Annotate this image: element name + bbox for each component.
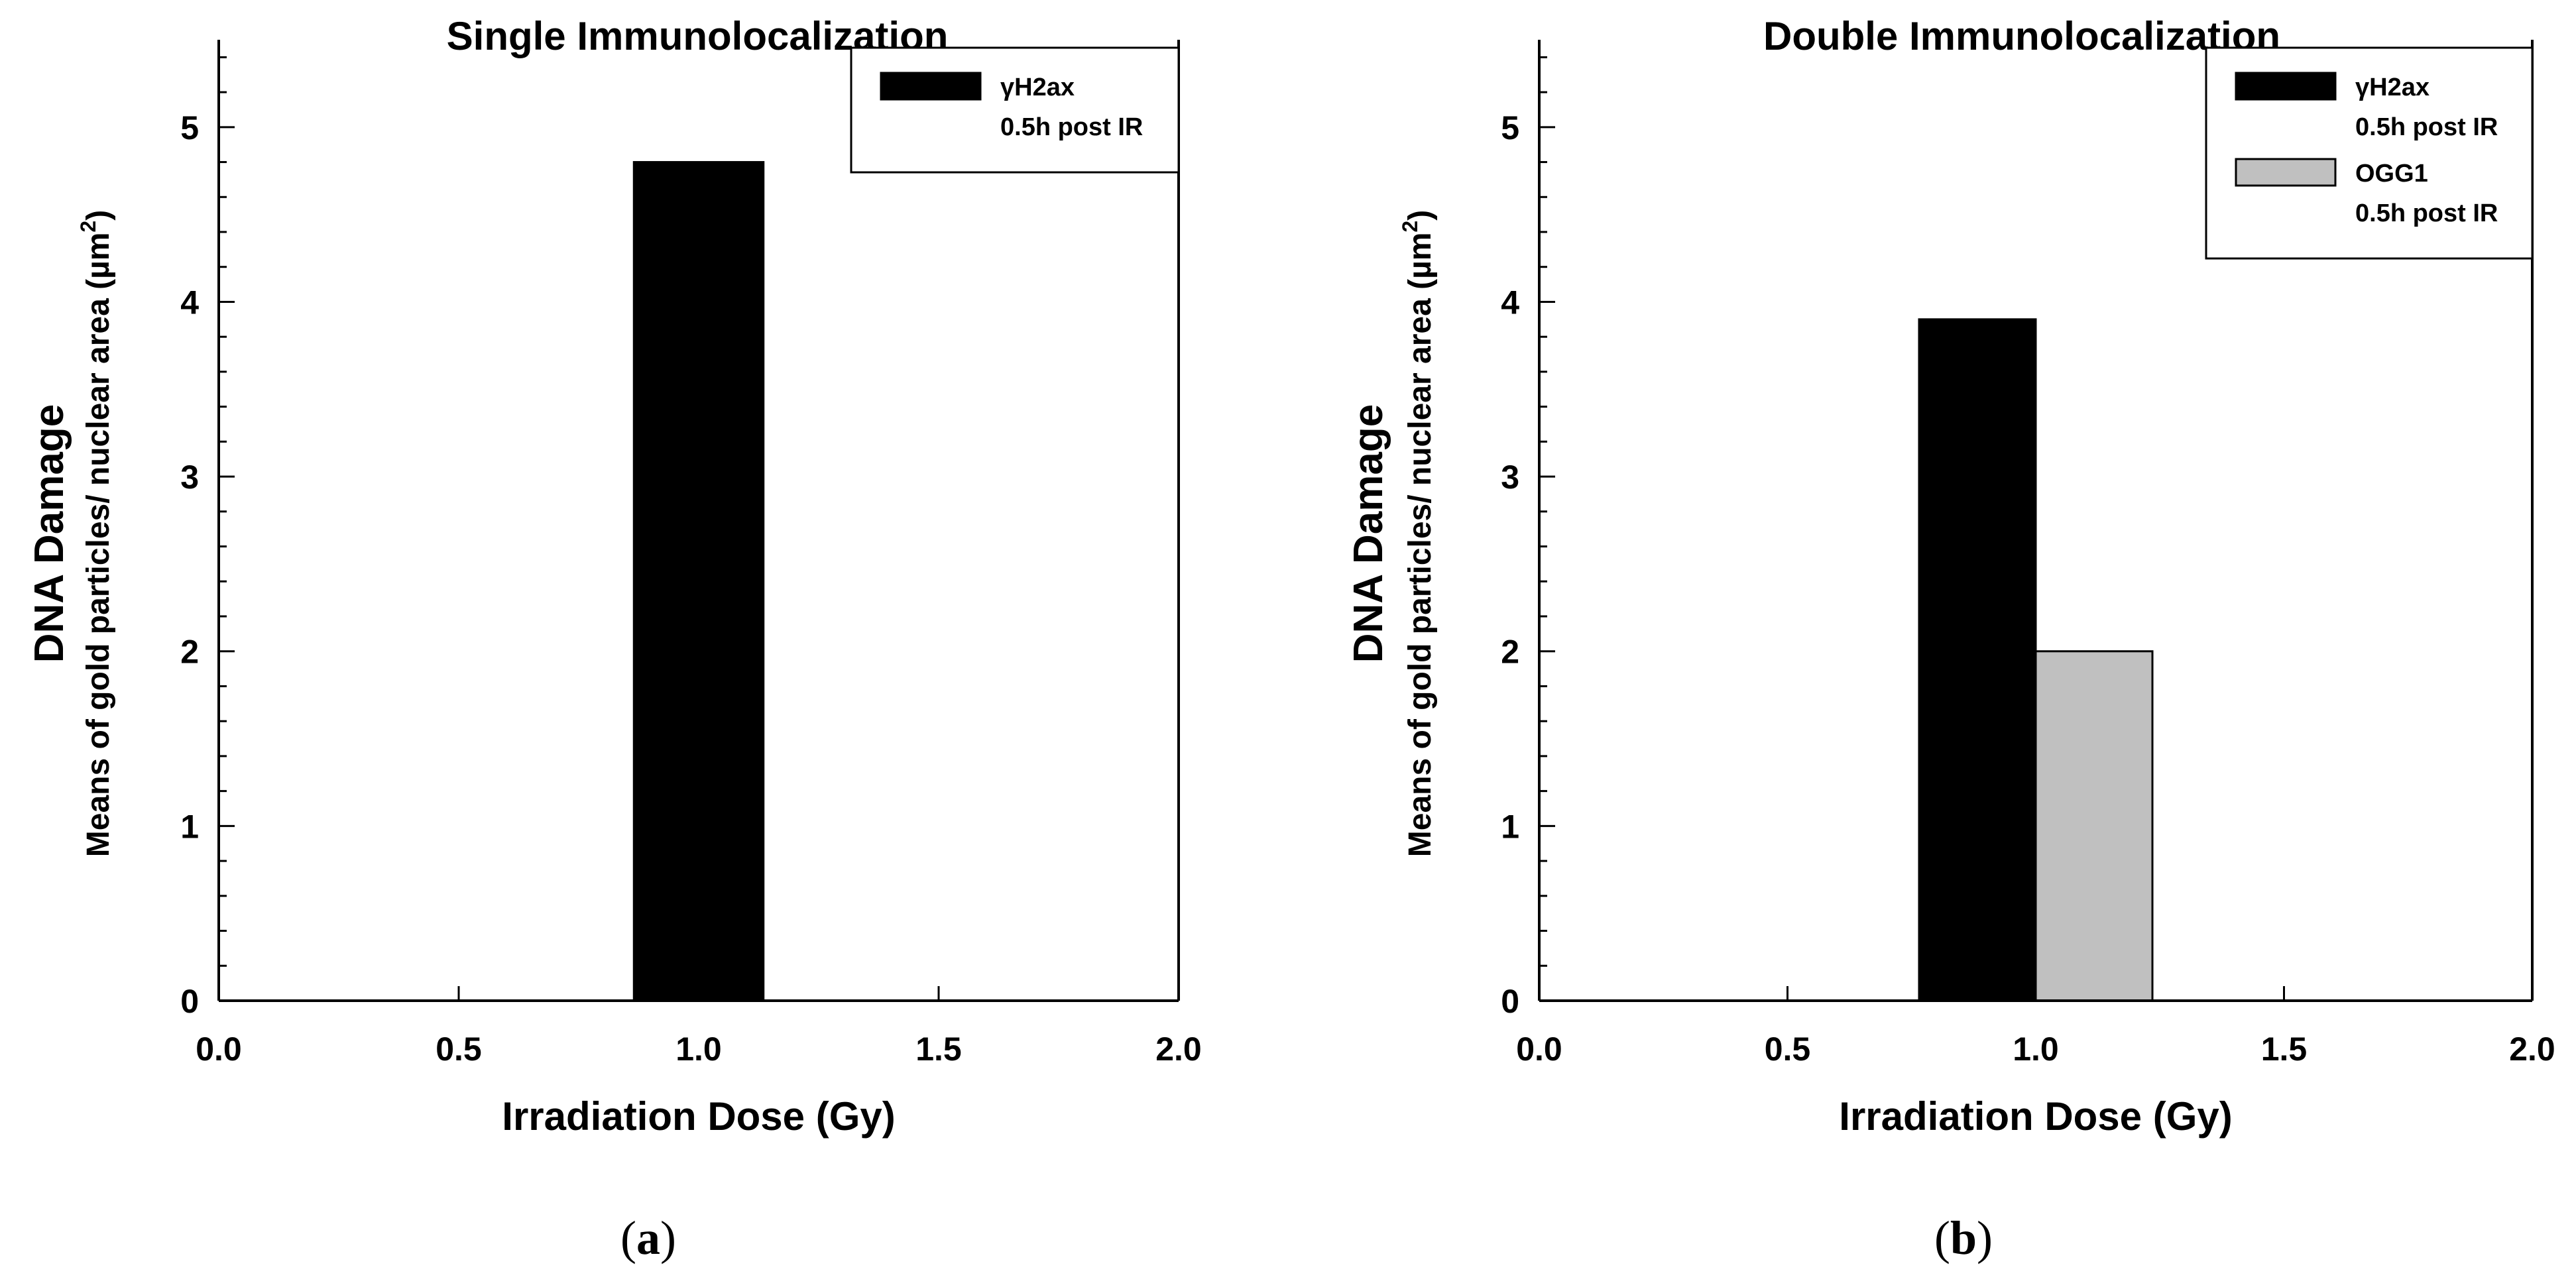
legend: γH2ax 0.5h post IR (850, 46, 1180, 174)
y-tick-label: 2 (1501, 634, 1519, 671)
panel-label: (a) (620, 1211, 676, 1264)
x-tick-label: 1.0 (675, 1031, 722, 1068)
y-axis-subtitle-close: ) (81, 210, 116, 221)
y-tick-label: 0 (180, 983, 199, 1020)
y-axis-subtitle: Means of gold particles/ nuclear area (µ… (76, 210, 116, 857)
x-tick-label: 2.0 (2509, 1031, 2555, 1068)
y-tick-label: 4 (180, 284, 199, 321)
chart-title: Double Immunolocalization (1763, 14, 2280, 58)
legend: γH2ax 0.5h post IR OGG1 0.5h post IR (2205, 46, 2534, 260)
y-tick-label: 0 (1501, 983, 1519, 1020)
panel-label-letter: a (636, 1211, 660, 1264)
y-axis-subtitle-superscript: 2 (76, 221, 100, 233)
y-tick-label: 5 (180, 109, 199, 146)
panel-label-letter: b (1950, 1211, 1977, 1264)
x-tick-label: 0.5 (436, 1031, 482, 1068)
bar-gh2ax (1918, 318, 2037, 1002)
y-axis-subtitle-close: ) (1403, 210, 1438, 221)
chart-panel-2: Double Immunolocalization 0 1 2 3 4 5 0.0 0.5 1.0… (1346, 14, 2555, 1264)
y-tick-label: 1 (180, 808, 199, 845)
panel-label-open: ( (1934, 1211, 1950, 1264)
legend-box (850, 46, 1180, 174)
y-axis-subtitle: Means of gold particles/ nuclear area (µ… (1398, 210, 1438, 857)
x-tick-label: 0.5 (1765, 1031, 1811, 1068)
x-tick-label: 0.0 (1516, 1031, 1562, 1068)
y-axis-subtitle-superscript: 2 (1398, 221, 1422, 233)
y-axis-subtitle-text: Means of gold particles/ nuclear area (µ… (1403, 233, 1438, 858)
y-tick-label: 3 (180, 459, 199, 496)
y-tick-label: 3 (1501, 459, 1519, 496)
y-axis-title: DNA Damage (27, 404, 72, 663)
y-axis-title: DNA Damage (1346, 404, 1391, 663)
x-axis-title: Irradiation Dose (Gy) (1839, 1094, 2232, 1139)
y-tick-label: 5 (1501, 109, 1519, 146)
bar-gh2ax (632, 161, 765, 1002)
panel-label-close: ) (1977, 1211, 1993, 1264)
legend-label: OGG1 (2355, 160, 2428, 188)
legend-label: γH2ax (1000, 74, 1075, 101)
legend-sublabel: 0.5h post IR (2355, 113, 2498, 141)
x-tick-label: 0.0 (196, 1031, 242, 1068)
legend-sublabel: 0.5h post IR (1000, 113, 1143, 141)
x-tick-label: 2.0 (1155, 1031, 1202, 1068)
panel-label-open: ( (620, 1211, 636, 1264)
legend-sublabel: 0.5h post IR (2355, 199, 2498, 227)
bar-ogg1 (2034, 650, 2154, 1002)
x-axis-title: Irradiation Dose (Gy) (502, 1094, 895, 1139)
y-axis-subtitle-text: Means of gold particles/ nuclear area (µ… (81, 233, 116, 858)
panel-label: (b) (1934, 1211, 1993, 1264)
y-tick-label: 4 (1501, 284, 1519, 321)
panel-label-close: ) (660, 1211, 676, 1264)
y-tick-label: 1 (1501, 808, 1519, 845)
x-tick-label: 1.0 (2013, 1031, 2059, 1068)
x-tick-label: 1.5 (2261, 1031, 2308, 1068)
legend-label: γH2ax (2355, 74, 2430, 101)
legend-swatch-gh2ax (2235, 72, 2337, 101)
x-tick-label: 1.5 (915, 1031, 962, 1068)
legend-swatch-gh2ax (880, 72, 982, 101)
y-tick-label: 2 (180, 634, 199, 671)
legend-swatch-ogg1 (2235, 158, 2337, 187)
